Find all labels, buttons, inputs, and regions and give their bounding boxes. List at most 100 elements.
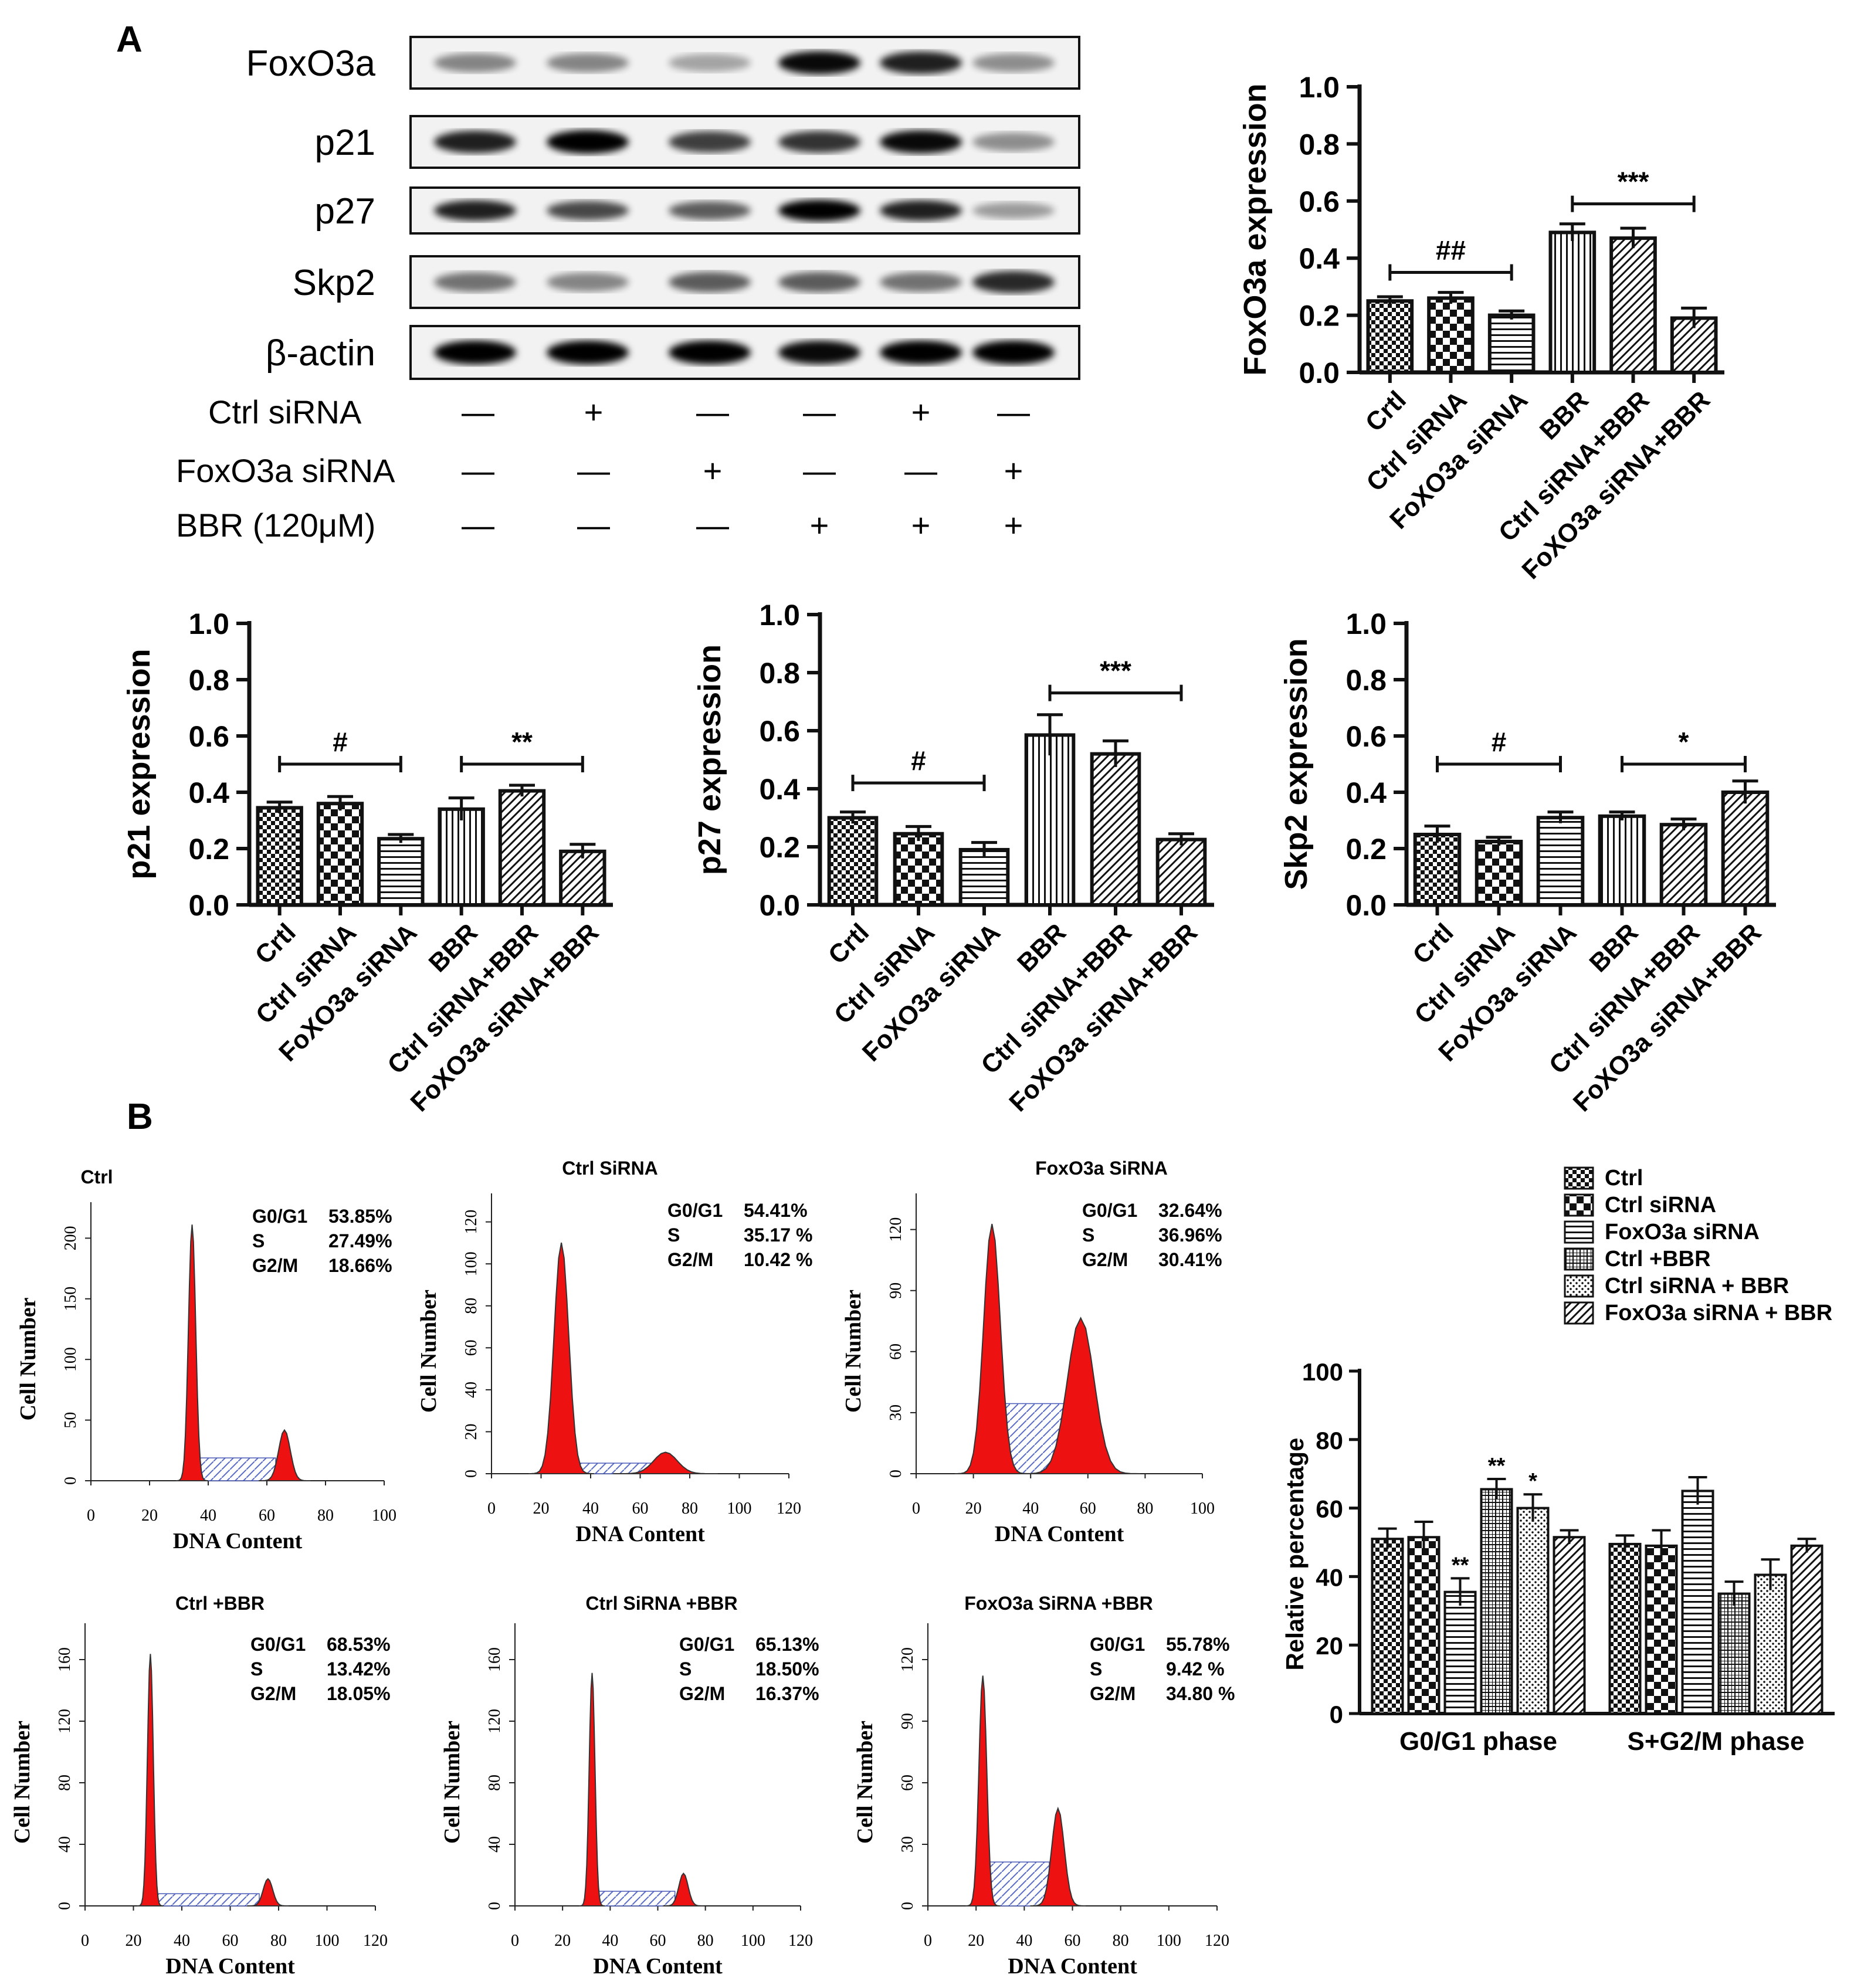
y-tick-label: 0.6 bbox=[1345, 720, 1387, 753]
phase-stat-value: 16.37% bbox=[755, 1683, 819, 1704]
significance-label: ** bbox=[1488, 1454, 1506, 1478]
hist-x-tick-label: 120 bbox=[1205, 1932, 1229, 1950]
histogram-panel: FoxO3a SiRNA 0 30 60 90 120 0 20 40 60 80 100 DNA Co… bbox=[841, 1158, 1222, 1546]
histogram-title: Ctrl SiRNA +BBR bbox=[585, 1593, 737, 1614]
phase-stat-value: 68.53% bbox=[327, 1634, 391, 1655]
hist-x-tick-label: 20 bbox=[141, 1507, 158, 1525]
legend-swatch bbox=[1564, 1166, 1594, 1190]
hist-y-tick-label: 40 bbox=[486, 1836, 504, 1853]
g0-g1-peak bbox=[965, 1675, 1001, 1906]
hist-x-label: DNA Content bbox=[995, 1522, 1124, 1546]
g0-g1-peak bbox=[954, 1223, 1029, 1474]
hist-y-tick-label: 200 bbox=[62, 1226, 80, 1250]
treatment-label: Ctrl siRNA bbox=[208, 393, 362, 430]
phase-stat-label: S bbox=[679, 1658, 692, 1680]
legend-label: Ctrl bbox=[1605, 1166, 1643, 1190]
legend-swatch bbox=[1564, 1247, 1594, 1271]
y-axis-label: p27 expression bbox=[692, 644, 727, 875]
blot-band bbox=[972, 340, 1055, 365]
blot-band bbox=[880, 51, 962, 74]
hist-y-tick-label: 80 bbox=[486, 1775, 504, 1791]
hist-y-tick-label: 80 bbox=[56, 1775, 74, 1791]
phase-stat-label: G2/M bbox=[252, 1255, 298, 1276]
hist-x-tick-label: 0 bbox=[487, 1500, 496, 1518]
y-axis-label: p21 expression bbox=[121, 649, 157, 879]
blot-band bbox=[778, 51, 860, 74]
hist-y-tick-label: 50 bbox=[62, 1412, 80, 1429]
treatment-mark: — bbox=[462, 452, 494, 489]
hist-y-tick-label: 100 bbox=[62, 1347, 80, 1372]
hist-y-tick-label: 150 bbox=[62, 1287, 80, 1311]
blot-band bbox=[547, 272, 629, 292]
histogram-panel: Ctrl +BBR 0 40 80 120 160 0 20 40 60 80 100 120 DNA C… bbox=[10, 1593, 391, 1979]
hist-y-tick-label: 90 bbox=[899, 1713, 917, 1729]
hist-x-tick-label: 120 bbox=[363, 1932, 388, 1950]
x-tick-label: Crtl bbox=[1407, 918, 1459, 969]
bar bbox=[958, 847, 1010, 907]
hist-x-tick-label: 60 bbox=[1065, 1932, 1081, 1950]
hist-x-tick-label: 80 bbox=[682, 1500, 698, 1518]
bar bbox=[1609, 236, 1657, 374]
hist-y-tick-label: 20 bbox=[462, 1423, 480, 1440]
hist-y-tick-label: 0 bbox=[56, 1902, 74, 1910]
hist-y-tick-label: 160 bbox=[486, 1647, 504, 1672]
treatment-label: FoxO3a siRNA bbox=[176, 452, 395, 489]
y-tick-label: 0.4 bbox=[759, 773, 800, 806]
treatment-mark: — bbox=[803, 452, 836, 489]
hist-x-tick-label: 120 bbox=[788, 1932, 813, 1950]
y-tick-label: 0.0 bbox=[1345, 889, 1387, 922]
hist-y-label: Cell Number bbox=[10, 1721, 35, 1844]
phase-stat-value: 65.13% bbox=[755, 1634, 819, 1655]
phase-stat-label: S bbox=[252, 1230, 265, 1251]
legend-label: Ctrl siRNA + BBR bbox=[1605, 1274, 1789, 1298]
blot-band bbox=[669, 201, 751, 220]
phase-stat-label: S bbox=[1090, 1658, 1102, 1680]
g2-m-peak bbox=[1030, 1806, 1086, 1906]
hist-x-label: DNA Content bbox=[1008, 1954, 1137, 1979]
y-tick-label: 1.0 bbox=[188, 608, 229, 640]
treatment-mark: — bbox=[577, 507, 610, 544]
y-tick-label: 60 bbox=[1316, 1495, 1343, 1523]
phase-stat-label: G0/G1 bbox=[667, 1200, 723, 1221]
bar bbox=[1155, 837, 1207, 907]
blot-band bbox=[880, 130, 962, 154]
hist-x-tick-label: 20 bbox=[126, 1932, 142, 1950]
hist-y-label: Cell Number bbox=[16, 1297, 40, 1420]
phase-stat-label: G2/M bbox=[250, 1683, 296, 1704]
phase-stat-value: 9.42 % bbox=[1166, 1658, 1225, 1680]
bar bbox=[1366, 299, 1414, 374]
hist-x-tick-label: 100 bbox=[741, 1932, 765, 1950]
hist-x-tick-label: 60 bbox=[1080, 1500, 1096, 1518]
bar bbox=[1516, 1507, 1550, 1715]
y-tick-label: 0.2 bbox=[1299, 300, 1340, 333]
phase-stat-value: 54.41% bbox=[744, 1200, 808, 1221]
y-tick-label: 100 bbox=[1302, 1358, 1343, 1386]
y-tick-label: 0.0 bbox=[1299, 357, 1340, 389]
y-tick-label: 0.6 bbox=[1299, 185, 1340, 218]
g0-g1-peak bbox=[528, 1242, 594, 1474]
bar bbox=[256, 806, 303, 907]
blot-band bbox=[880, 340, 962, 365]
hist-x-tick-label: 0 bbox=[87, 1507, 95, 1525]
bar bbox=[1754, 1573, 1787, 1715]
bar bbox=[1407, 1536, 1441, 1715]
bar bbox=[316, 802, 364, 907]
significance-label: * bbox=[1679, 727, 1689, 757]
blot-band bbox=[778, 340, 860, 365]
y-tick-label: 0.0 bbox=[188, 889, 229, 922]
x-tick-label: G0/G1 phase bbox=[1399, 1727, 1557, 1756]
treatment-mark: + bbox=[911, 393, 931, 430]
phase-stat-label: G0/G1 bbox=[1082, 1200, 1137, 1221]
blot-band bbox=[972, 271, 1055, 293]
phase-stat-label: G2/M bbox=[679, 1683, 725, 1704]
hist-y-tick-label: 120 bbox=[899, 1647, 917, 1672]
g2-m-peak bbox=[247, 1878, 289, 1906]
bar bbox=[1487, 313, 1536, 374]
bar bbox=[1717, 1592, 1751, 1715]
blot-label: FoxO3a bbox=[246, 43, 375, 84]
hist-y-tick-label: 0 bbox=[462, 1470, 480, 1478]
hist-x-tick-label: 20 bbox=[968, 1932, 984, 1950]
